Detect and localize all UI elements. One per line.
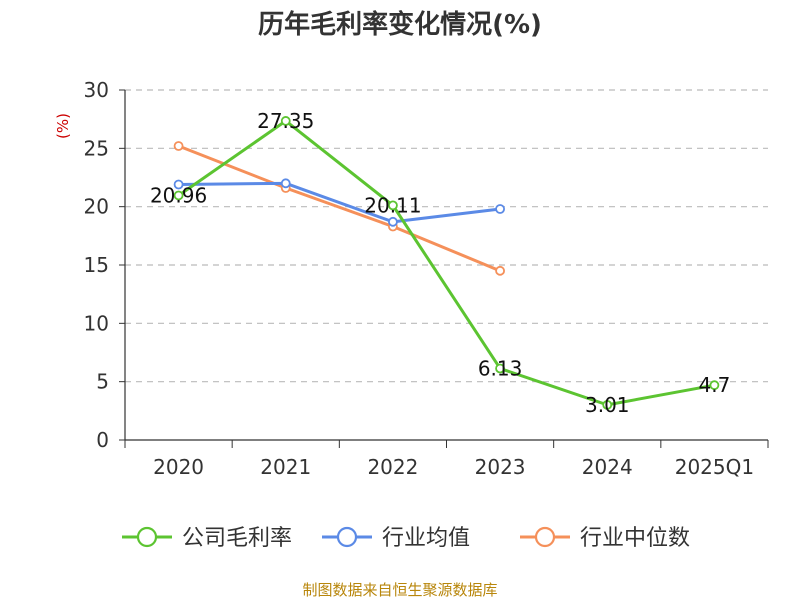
y-tick-label: 0 <box>96 428 109 452</box>
data-label: 3.01 <box>585 393 630 417</box>
axes: 0 5 10 15 20 25 30 2020 2021 2022 2023 2024 2025Q1 <box>84 78 769 479</box>
grid <box>125 89 768 383</box>
series-line <box>178 144 501 273</box>
y-tick-label: 20 <box>84 195 109 219</box>
legend-marker <box>534 526 556 548</box>
data-label: 27.35 <box>257 109 314 133</box>
x-tick-label: 2023 <box>475 455 526 479</box>
data-point <box>495 363 505 374</box>
legend-marker <box>336 526 358 548</box>
x-tick-label: 2024 <box>582 455 633 479</box>
data-point <box>495 265 505 276</box>
data-label: 20.96 <box>150 183 207 207</box>
chart-title: 历年毛利率变化情况(%) <box>258 9 542 40</box>
y-tick-label: 25 <box>84 136 109 160</box>
source-note: 制图数据来自恒生聚源数据库 <box>302 581 497 599</box>
x-tick-label: 2021 <box>260 455 311 479</box>
legend-label: 公司毛利率 <box>182 526 292 551</box>
legend-label: 行业中位数 <box>580 526 690 551</box>
data-label: 20.11 <box>364 193 421 217</box>
data-point <box>495 204 505 214</box>
data-point <box>709 380 720 391</box>
x-tick-label: 2025Q1 <box>675 455 754 479</box>
y-tick-label: 5 <box>96 370 109 394</box>
legend-label: 行业均值 <box>382 526 470 551</box>
data-point <box>388 216 398 227</box>
y-tick-label: 30 <box>84 78 109 102</box>
data-point <box>173 190 184 201</box>
data-point <box>280 178 291 189</box>
data-point <box>388 200 398 211</box>
data-point <box>173 141 184 151</box>
data-point <box>602 399 613 410</box>
legend-marker <box>136 526 158 548</box>
x-tick-label: 2020 <box>153 455 204 479</box>
series-line <box>178 181 501 224</box>
data-labels: 20.96 27.35 20.11 6.13 3.01 4.7 <box>150 109 730 417</box>
series-line <box>177 119 715 407</box>
y-tick-label: 10 <box>84 311 109 335</box>
legend: 公司毛利率 行业均值 行业中位数 <box>122 526 690 551</box>
data-point <box>173 179 184 190</box>
x-tick-label: 2022 <box>367 455 418 479</box>
y-tick-label: 15 <box>84 253 109 277</box>
y-axis-label: (%) <box>54 113 72 139</box>
series <box>173 116 720 410</box>
data-label: 4.7 <box>699 373 731 397</box>
data-point <box>280 116 291 126</box>
data-label: 6.13 <box>478 356 523 380</box>
